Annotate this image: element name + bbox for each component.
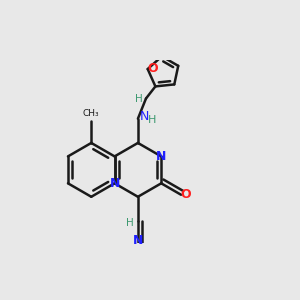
Text: N: N xyxy=(156,150,166,163)
Text: N: N xyxy=(140,110,149,123)
Text: H: H xyxy=(135,94,142,103)
Text: H: H xyxy=(126,218,134,229)
Text: N: N xyxy=(133,234,144,247)
Text: O: O xyxy=(180,188,191,201)
Text: O: O xyxy=(147,62,158,75)
Text: CH₃: CH₃ xyxy=(83,110,100,118)
Text: N: N xyxy=(110,177,120,190)
Text: H: H xyxy=(147,115,156,125)
